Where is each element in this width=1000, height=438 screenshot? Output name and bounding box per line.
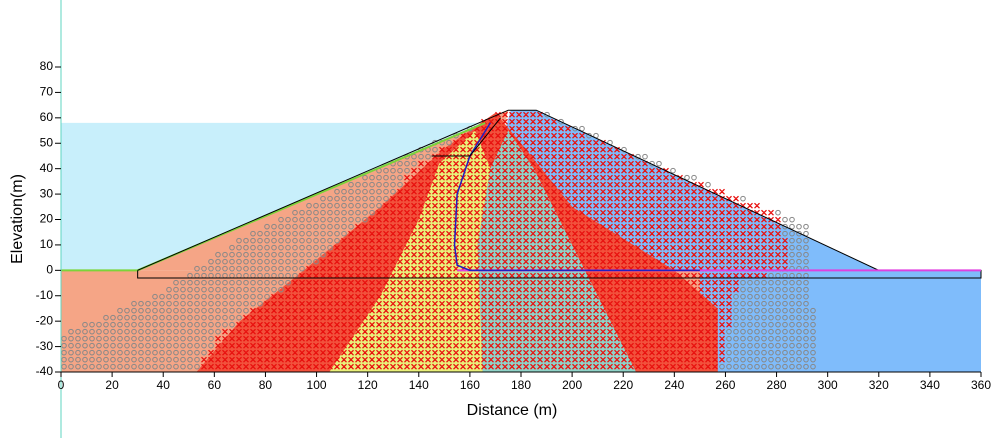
x-tick-label: 60 <box>208 378 222 392</box>
x-tick-label: 0 <box>58 378 65 392</box>
reservoir <box>61 122 491 271</box>
x-tick-label: 280 <box>767 378 787 392</box>
x-tick-label: 140 <box>409 378 429 392</box>
y-tick-label: 40 <box>40 161 54 175</box>
y-tick-label: -30 <box>36 339 54 353</box>
x-tick-label: 220 <box>613 378 633 392</box>
x-tick-label: 120 <box>358 378 378 392</box>
y-tick-label: 20 <box>40 212 54 226</box>
x-tick-label: 180 <box>511 378 531 392</box>
x-tick-label: 360 <box>971 378 991 392</box>
y-tick-label: 60 <box>40 110 54 124</box>
y-tick-label: 0 <box>46 263 53 277</box>
y-tick-label: 70 <box>40 85 54 99</box>
x-tick-label: 340 <box>920 378 940 392</box>
core-line <box>431 117 501 157</box>
x-tick-label: 300 <box>818 378 838 392</box>
x-tick-label: 200 <box>562 378 582 392</box>
y-tick-label: 10 <box>40 237 54 251</box>
y-tick-label: -10 <box>36 288 54 302</box>
x-tick-label: 160 <box>460 378 480 392</box>
x-tick-label: 320 <box>869 378 889 392</box>
x-tick-label: 100 <box>307 378 327 392</box>
x-tick-label: 80 <box>259 378 273 392</box>
y-tick-label: -40 <box>36 364 54 378</box>
x-tick-label: 20 <box>105 378 119 392</box>
y-tick-label: 30 <box>40 186 54 200</box>
model <box>61 109 982 372</box>
foundation-right <box>699 270 981 372</box>
x-tick-label: 260 <box>715 378 735 392</box>
y-tick-label: -20 <box>36 313 54 327</box>
y-axis-label: Elevation(m) <box>9 174 26 264</box>
x-axis-label: Distance (m) <box>467 402 558 419</box>
x-tick-label: 240 <box>664 378 684 392</box>
y-tick-label: 50 <box>40 135 54 149</box>
y-tick-label: 80 <box>40 59 54 73</box>
x-tick-label: 40 <box>157 378 171 392</box>
